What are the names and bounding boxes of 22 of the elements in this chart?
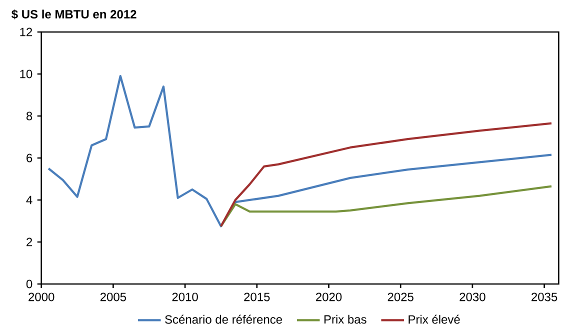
y-tick-label: 2 [26,238,32,246]
x-tick-label: 2010 [172,292,198,302]
x-tick-label: 2035 [532,292,558,302]
x-tick-label: 2015 [244,292,270,302]
x-tick-label: 2005 [100,292,126,302]
y-tick-label: 8 [26,112,32,120]
y-tick-label: 10 [20,70,32,78]
x-tick-label: 2030 [460,292,486,302]
y-axis-title: $ US le MBTU en 2012 [12,9,136,20]
legend-label: Prix élevé [408,314,460,324]
legend-label: Prix bas [324,314,366,324]
y-tick-label: 6 [26,154,32,162]
y-tick-label: 0 [26,280,32,288]
x-tick-label: 2020 [316,292,342,302]
legend-label: Scénario de référence [165,314,282,324]
line-series [47,75,553,228]
x-tick-label: 2000 [28,292,54,302]
y-tick-label: 12 [20,28,32,36]
line-series [220,185,553,228]
x-tick-label: 2025 [388,292,414,302]
line-series [220,122,553,228]
y-tick-label: 4 [26,196,32,204]
